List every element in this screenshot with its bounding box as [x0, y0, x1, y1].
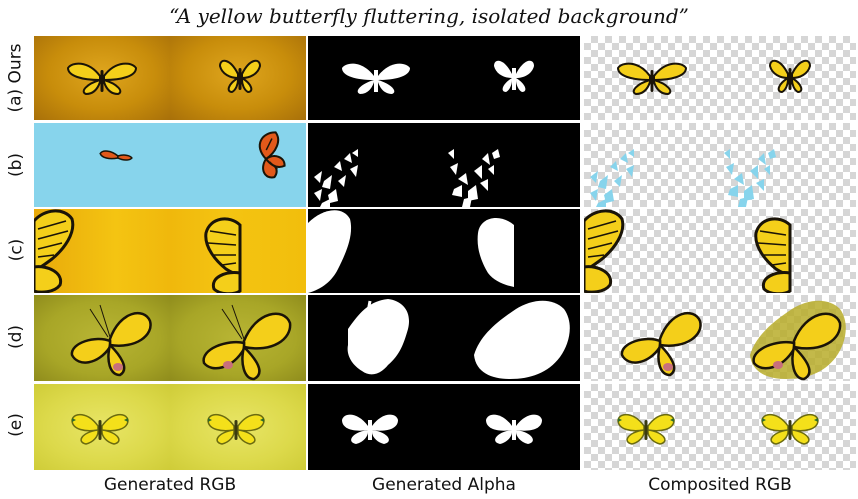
- yellow-butterfly-closeup: [204, 217, 242, 293]
- frame-1: [308, 384, 444, 470]
- yellow-butterfly-image: [750, 300, 846, 381]
- fragmented-composite: [724, 149, 776, 207]
- row-label-c: (c): [6, 238, 26, 262]
- yellow-butterfly-image: [761, 413, 819, 445]
- yellow-butterfly-image: [202, 304, 292, 381]
- yellow-butterfly-image: [218, 59, 262, 94]
- row-e-generated-alpha: [308, 384, 580, 470]
- figure-title: “A yellow butterfly fluttering, isolated…: [169, 4, 689, 28]
- row-c-composited-rgb: [584, 209, 856, 293]
- frame-1: [34, 384, 170, 470]
- row-a-generated-rgb: [34, 36, 306, 120]
- row-label-a: (a) Ours: [6, 43, 26, 113]
- yellow-butterfly-image: [620, 311, 702, 377]
- row-b-composited-rgb: [584, 123, 856, 207]
- frame-1: [584, 209, 720, 293]
- row-label-d: (d): [6, 324, 26, 350]
- butterfly-alpha-mask: [342, 63, 410, 94]
- row-a-generated-alpha: [308, 36, 580, 120]
- yellow-butterfly-closeup: [34, 209, 75, 293]
- yellow-butterfly-image: [617, 413, 675, 445]
- frame-2: [170, 36, 306, 120]
- frame-2: [444, 384, 580, 470]
- yellow-butterfly-image: [71, 413, 129, 445]
- butterfly-alpha-mask: [347, 299, 410, 375]
- frame-2: [720, 209, 856, 293]
- row-c-generated-rgb: [34, 209, 306, 293]
- frame-2: [720, 36, 856, 120]
- yellow-butterfly-image: [66, 62, 138, 96]
- frame-2: [170, 209, 306, 293]
- frame-1: [308, 123, 444, 207]
- frame-2: [720, 295, 856, 381]
- row-e-generated-rgb: [34, 384, 306, 470]
- monarch-butterfly-image: [99, 150, 133, 161]
- frame-2: [444, 295, 580, 381]
- row-c-generated-alpha: [308, 209, 580, 293]
- column-label-generated-rgb: Generated RGB: [103, 475, 237, 495]
- fragmented-alpha-mask: [448, 149, 500, 207]
- butterfly-alpha-mask: [308, 210, 352, 293]
- yellow-butterfly-image: [70, 304, 152, 377]
- frame-2: [170, 384, 306, 470]
- row-d-composited-rgb: [584, 295, 856, 381]
- row-d-generated-rgb: [34, 295, 306, 381]
- frame-1: [308, 209, 444, 293]
- frame-2: [720, 123, 856, 207]
- butterfly-alpha-mask: [474, 300, 570, 379]
- frame-1: [308, 36, 444, 120]
- frame-2: [170, 123, 306, 207]
- butterfly-alpha-mask: [494, 60, 534, 92]
- butterfly-alpha-mask: [486, 414, 542, 444]
- column-label-composited-rgb: Composited RGB: [648, 475, 792, 495]
- yellow-butterfly-closeup: [584, 209, 625, 293]
- fragmented-alpha-mask: [314, 149, 358, 207]
- yellow-butterfly-image: [616, 62, 688, 96]
- frame-2: [444, 209, 580, 293]
- frame-1: [34, 295, 170, 381]
- monarch-butterfly-image: [258, 131, 286, 179]
- butterfly-alpha-mask: [477, 218, 514, 287]
- frame-1: [34, 36, 170, 120]
- row-b-generated-rgb: [34, 123, 306, 207]
- frame-1: [34, 123, 170, 207]
- yellow-butterfly-image: [207, 413, 265, 445]
- row-b-generated-alpha: [308, 123, 580, 207]
- frame-1: [584, 123, 720, 207]
- frame-2: [444, 123, 580, 207]
- row-label-e: (e): [5, 413, 26, 437]
- row-label-b: (b): [6, 152, 26, 178]
- butterfly-alpha-mask: [342, 414, 398, 444]
- frame-1: [584, 295, 720, 381]
- row-a-composited-rgb: [584, 36, 856, 120]
- frame-1: [308, 295, 444, 381]
- column-label-generated-alpha: Generated Alpha: [372, 475, 516, 495]
- frame-2: [444, 36, 580, 120]
- row-e-composited-rgb: [584, 384, 856, 470]
- row-d-generated-alpha: [308, 295, 580, 381]
- frame-1: [584, 36, 720, 120]
- frame-1: [34, 209, 170, 293]
- frame-2: [720, 384, 856, 470]
- frame-1: [584, 384, 720, 470]
- yellow-butterfly-closeup: [754, 217, 792, 293]
- yellow-butterfly-image: [768, 59, 812, 94]
- frame-2: [170, 295, 306, 381]
- fragmented-composite: [590, 149, 634, 207]
